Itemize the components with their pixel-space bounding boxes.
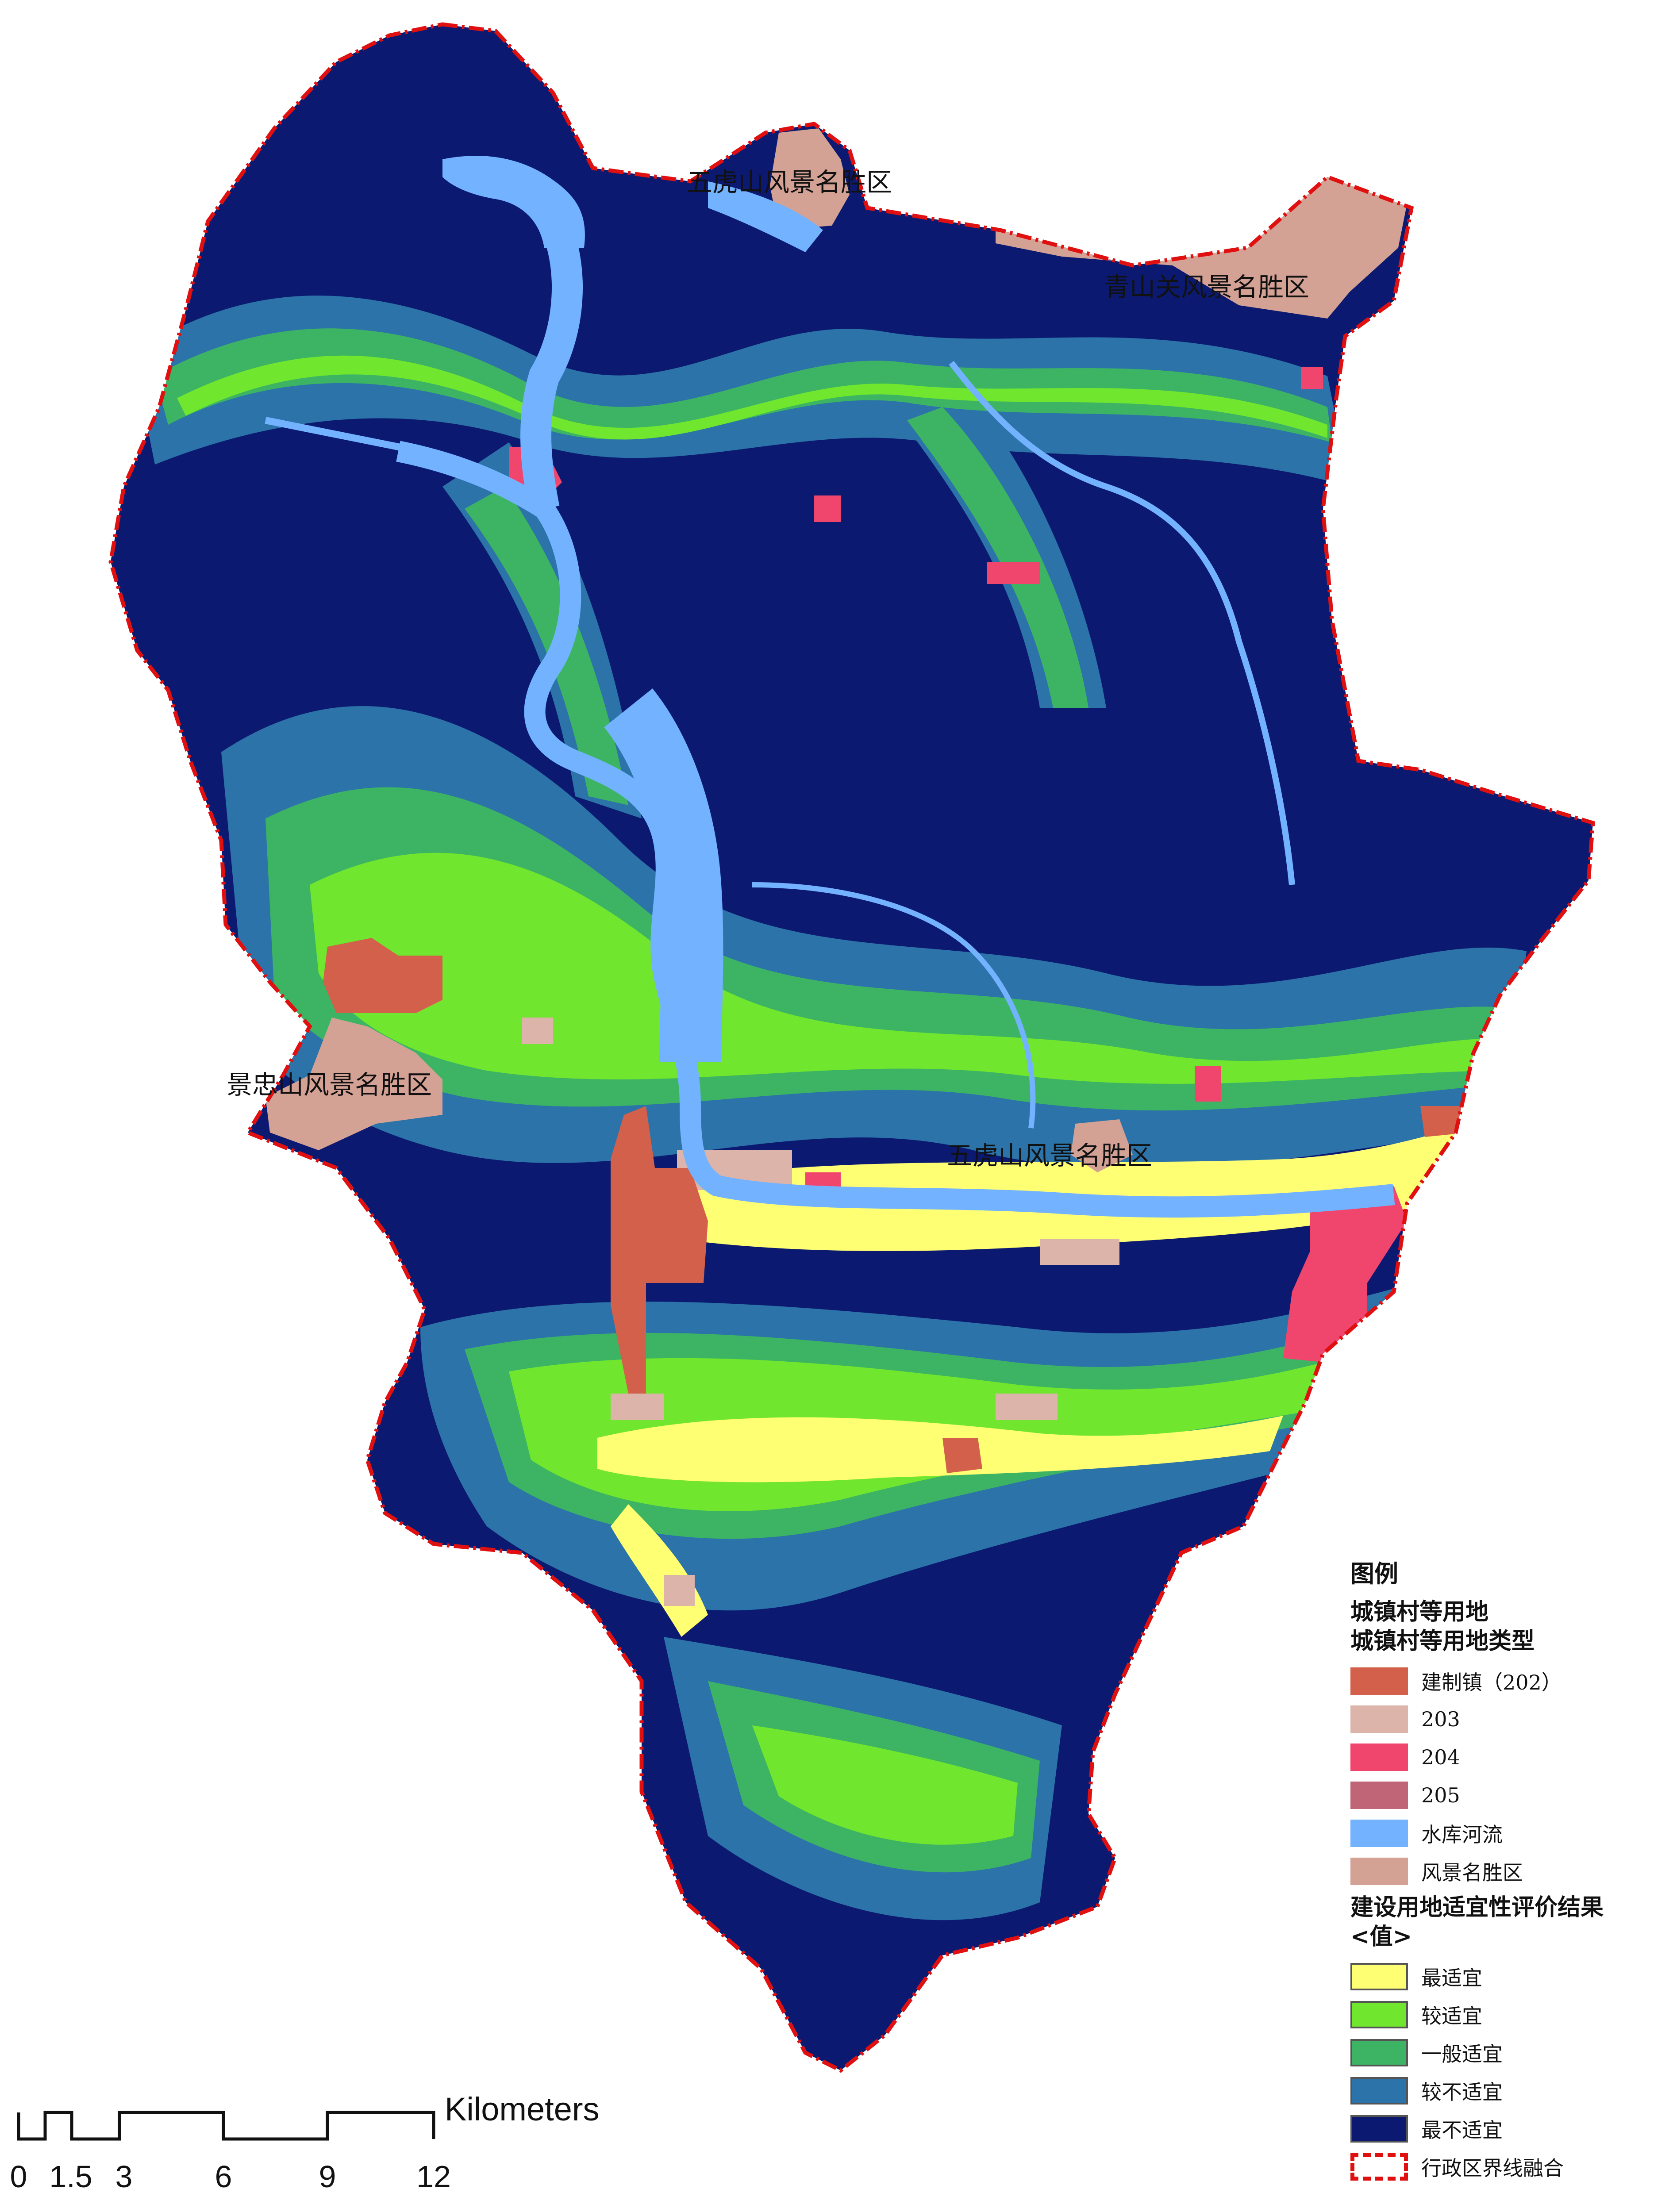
legend-item-label: 205 bbox=[1421, 1783, 1460, 1807]
legend-item-label: 最适宜 bbox=[1421, 1966, 1482, 1990]
legend-item-label: 风景名胜区 bbox=[1421, 1861, 1523, 1885]
legend-swatch bbox=[1350, 1820, 1408, 1847]
legend-group2-title: 建设用地适宜性评价结果 bbox=[1350, 1894, 1604, 1921]
scale-bar-segments bbox=[17, 2111, 435, 2141]
legend-item-boundary: 行政区界线融合 bbox=[1350, 2148, 1660, 2186]
legend-swatch bbox=[1350, 1858, 1408, 1885]
legend-swatch bbox=[1350, 2039, 1408, 2066]
legend-item-general-suitable: 一般适宜 bbox=[1350, 2034, 1660, 2072]
legend-item-least-suitable: 最不适宜 bbox=[1350, 2110, 1660, 2148]
legend-item-204: 204 bbox=[1350, 1738, 1660, 1776]
legend-group2-subtitle: <值> bbox=[1350, 1923, 1412, 1950]
legend-item-label: 较不适宜 bbox=[1421, 2080, 1503, 2104]
legend-swatch bbox=[1350, 2001, 1408, 2028]
scale-bar-unit: Kilometers bbox=[445, 2091, 600, 2128]
scenic-areas bbox=[265, 128, 1407, 1172]
scale-tick: 12 bbox=[416, 2159, 451, 2194]
town-202-patches bbox=[323, 938, 1469, 1473]
legend-swatch bbox=[1350, 2115, 1408, 2143]
legend-swatch bbox=[1350, 1667, 1408, 1695]
label-wuhushan-north: 五虎山风景名胜区 bbox=[687, 167, 892, 197]
scale-tick: 3 bbox=[115, 2159, 133, 2194]
reservoir-north bbox=[442, 156, 585, 248]
legend-swatch bbox=[1350, 1743, 1408, 1771]
legend-item-less-suitable: 较不适宜 bbox=[1350, 2072, 1660, 2110]
scale-tick: 6 bbox=[215, 2159, 232, 2194]
label-qingshanguan: 青山关风景名胜区 bbox=[1104, 272, 1310, 302]
scale-tick: 0 bbox=[10, 2159, 27, 2194]
scale-bar: Kilometers 0 1.5 3 6 9 12 bbox=[10, 2088, 642, 2203]
legend-group1-title: 城镇村等用地 bbox=[1350, 1598, 1489, 1625]
legend-item-label: 一般适宜 bbox=[1421, 2042, 1503, 2066]
legend-swatch bbox=[1350, 1705, 1408, 1733]
reservoir-wuhushan bbox=[708, 181, 823, 252]
legend-item-label: 204 bbox=[1421, 1745, 1460, 1769]
legend-title: 图例 bbox=[1350, 1559, 1398, 1588]
legend-swatch bbox=[1350, 1782, 1408, 1809]
water-bodies bbox=[265, 214, 1395, 1218]
scale-bar-graphic bbox=[17, 2111, 435, 2141]
legend-item-more-suitable: 较适宜 bbox=[1350, 1996, 1660, 2034]
legend-item-label: 203 bbox=[1421, 1707, 1460, 1731]
legend: 图例 城镇村等用地 城镇村等用地类型 建制镇（202） 203 204 205 … bbox=[1350, 1559, 1660, 2186]
legend-group2-list: 最适宜 较适宜 一般适宜 较不适宜 最不适宜 行政区界线融合 bbox=[1350, 1958, 1660, 2186]
legend-item-label: 建制镇（202） bbox=[1421, 1671, 1562, 1694]
legend-swatch bbox=[1350, 1963, 1408, 1990]
legend-item-label: 最不适宜 bbox=[1421, 2118, 1503, 2142]
scale-tick: 9 bbox=[319, 2159, 336, 2194]
legend-item-water: 水库河流 bbox=[1350, 1814, 1660, 1852]
legend-item-label: 较适宜 bbox=[1421, 2004, 1482, 2028]
label-jingzhongshan: 景忠山风景名胜区 bbox=[227, 1070, 432, 1100]
scale-tick: 1.5 bbox=[49, 2159, 92, 2194]
legend-item-most-suitable: 最适宜 bbox=[1350, 1958, 1660, 1996]
legend-group1-list: 建制镇（202） 203 204 205 水库河流 风景名胜区 bbox=[1350, 1662, 1660, 1890]
legend-item-205: 205 bbox=[1350, 1776, 1660, 1814]
boundary-swatch-icon bbox=[1350, 2153, 1408, 2181]
legend-item-label: 水库河流 bbox=[1421, 1823, 1503, 1847]
label-wuhushan-south: 五虎山风景名胜区 bbox=[947, 1141, 1153, 1171]
legend-swatch bbox=[1350, 2077, 1408, 2104]
legend-item-town-202: 建制镇（202） bbox=[1350, 1662, 1660, 1700]
legend-item-scenic: 风景名胜区 bbox=[1350, 1852, 1660, 1890]
legend-group1-subtitle: 城镇村等用地类型 bbox=[1350, 1628, 1535, 1655]
legend-item-label: 行政区界线融合 bbox=[1421, 2156, 1564, 2180]
legend-item-203: 203 bbox=[1350, 1700, 1660, 1738]
